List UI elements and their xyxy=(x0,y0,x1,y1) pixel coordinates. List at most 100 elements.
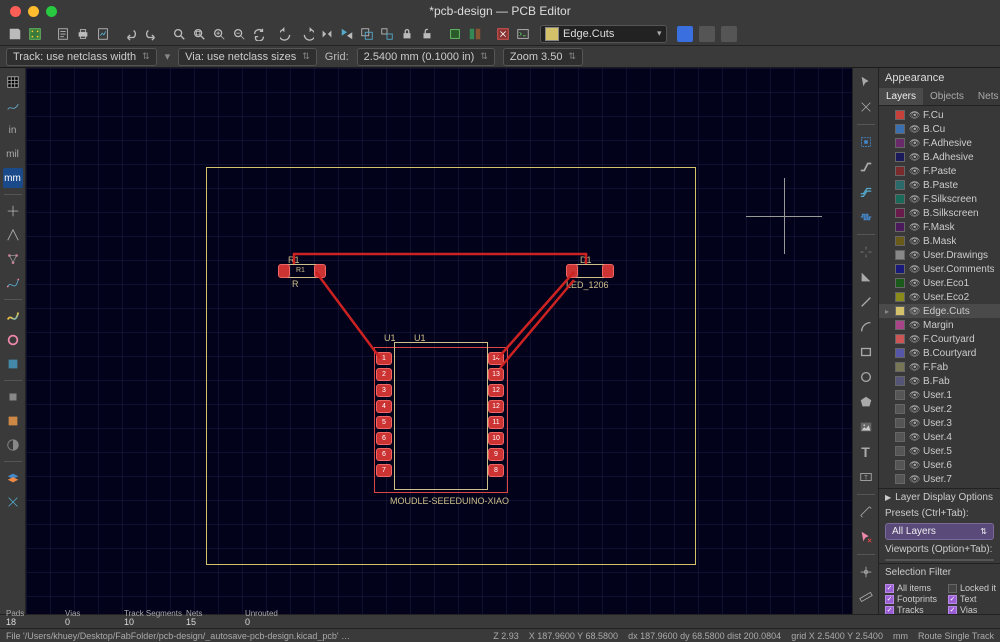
contrast-icon[interactable] xyxy=(3,435,23,455)
layer-row[interactable]: 👁F.Silkscreen xyxy=(879,192,1000,206)
pad-display-icon[interactable] xyxy=(3,387,23,407)
save-icon[interactable] xyxy=(6,25,24,43)
zoom-out-icon[interactable] xyxy=(230,25,248,43)
add-arc-icon[interactable] xyxy=(856,317,876,337)
u1-pad[interactable]: 14 xyxy=(488,352,504,365)
u1-pad[interactable]: 12 xyxy=(488,400,504,413)
place-footprint-icon[interactable] xyxy=(856,132,876,152)
layer-list[interactable]: 👁F.Cu👁B.Cu👁F.Adhesive👁B.Adhesive👁F.Paste… xyxy=(879,106,1000,488)
filter-checkbox[interactable]: Locked it xyxy=(948,583,1000,593)
page-settings-icon[interactable] xyxy=(54,25,72,43)
footprint-editor-icon[interactable] xyxy=(446,25,464,43)
zoom-fit-icon[interactable] xyxy=(190,25,208,43)
layer-row[interactable]: 👁B.Mask xyxy=(879,234,1000,248)
add-rect-icon[interactable] xyxy=(856,342,876,362)
add-text-icon[interactable]: T xyxy=(856,442,876,462)
layer-row[interactable]: 👁User.3 xyxy=(879,416,1000,430)
add-line-icon[interactable] xyxy=(856,292,876,312)
u1-pad[interactable]: 4 xyxy=(376,400,392,413)
layer-row[interactable]: 👁F.Cu xyxy=(879,108,1000,122)
layer-row[interactable]: 👁F.Courtyard xyxy=(879,332,1000,346)
zoom-in-icon[interactable] xyxy=(210,25,228,43)
d1-pad[interactable] xyxy=(602,264,614,278)
tab-nets[interactable]: Nets xyxy=(971,88,1000,105)
layer-row[interactable]: 👁B.Silkscreen xyxy=(879,206,1000,220)
add-dimension-icon[interactable] xyxy=(856,502,876,522)
u1-pad[interactable]: 12 xyxy=(488,384,504,397)
board-setup-icon[interactable] xyxy=(26,25,44,43)
add-circle-icon[interactable] xyxy=(856,367,876,387)
local-ratsnest-icon[interactable] xyxy=(856,97,876,117)
layer-row[interactable]: 👁B.Adhesive xyxy=(879,150,1000,164)
layers-manager-icon[interactable] xyxy=(3,468,23,488)
route-track-icon[interactable] xyxy=(856,157,876,177)
layer-row[interactable]: 👁User.7 xyxy=(879,472,1000,486)
grid-toggle-icon[interactable] xyxy=(3,72,23,92)
layer-row[interactable]: 👁User.2 xyxy=(879,402,1000,416)
filter-checkbox[interactable]: ✓Vias xyxy=(948,605,1000,614)
unlock-icon[interactable] xyxy=(418,25,436,43)
layer-row[interactable]: 👁F.Paste xyxy=(879,164,1000,178)
delete-icon[interactable] xyxy=(856,527,876,547)
presets-select[interactable]: All Layers⇅ xyxy=(885,523,994,540)
layer-row[interactable]: 👁User.4 xyxy=(879,430,1000,444)
via-size-select[interactable]: Via: use netclass sizes⇅ xyxy=(178,48,317,66)
filter-checkbox[interactable]: ✓Text xyxy=(948,594,1000,604)
redo-icon[interactable] xyxy=(142,25,160,43)
route-diff-pair-icon[interactable] xyxy=(856,182,876,202)
drc-icon[interactable] xyxy=(494,25,512,43)
tune-length-icon[interactable] xyxy=(856,207,876,227)
u1-pad[interactable]: 1 xyxy=(376,352,392,365)
u1-pad[interactable]: 3 xyxy=(376,384,392,397)
grid-overrides-icon[interactable] xyxy=(3,96,23,116)
r1-pad[interactable] xyxy=(278,264,290,278)
u1-pad[interactable]: 6 xyxy=(376,448,392,461)
units-mil-button[interactable]: mil xyxy=(3,144,23,164)
zone-display-icon[interactable] xyxy=(3,411,23,431)
u1-pad[interactable]: 7 xyxy=(376,464,392,477)
layer-row[interactable]: 👁B.Cu xyxy=(879,122,1000,136)
track-dropdown-icon[interactable]: ▾ xyxy=(165,50,171,63)
u1-pad[interactable]: 8 xyxy=(488,464,504,477)
viewports-select[interactable] xyxy=(885,559,994,561)
u1-pad[interactable]: 5 xyxy=(376,416,392,429)
units-in-button[interactable]: in xyxy=(3,120,23,140)
via-display-icon[interactable] xyxy=(3,330,23,350)
add-textbox-icon[interactable]: T xyxy=(856,467,876,487)
pcb-canvas[interactable]: R1RD1LED_1206U1U1 R1 1234566714131212111… xyxy=(26,68,852,614)
group-icon[interactable] xyxy=(358,25,376,43)
tab-layers[interactable]: Layers xyxy=(879,88,923,105)
layer-row[interactable]: 👁Margin xyxy=(879,318,1000,332)
layer-row[interactable]: 👁User.5 xyxy=(879,444,1000,458)
rotate-ccw-icon[interactable] xyxy=(278,25,296,43)
minimize-window-button[interactable] xyxy=(28,6,39,17)
layer-row[interactable]: 👁F.Fab xyxy=(879,360,1000,374)
print-icon[interactable] xyxy=(74,25,92,43)
layer-row[interactable]: ▸👁Edge.Cuts xyxy=(879,304,1000,318)
add-polygon-icon[interactable] xyxy=(856,392,876,412)
ratsnest-icon[interactable] xyxy=(3,249,23,269)
active-layer-input[interactable] xyxy=(563,28,653,40)
layer-row[interactable]: 👁User.Comments xyxy=(879,262,1000,276)
set-origin-icon[interactable] xyxy=(856,562,876,582)
layer-row[interactable]: 👁User.6 xyxy=(879,458,1000,472)
scripting-icon[interactable] xyxy=(514,25,532,43)
track-display-icon[interactable] xyxy=(3,354,23,374)
tab-objects[interactable]: Objects xyxy=(923,88,971,105)
units-mm-button[interactable]: mm xyxy=(3,168,23,188)
layer-row[interactable]: 👁User.1 xyxy=(879,388,1000,402)
undo-icon[interactable] xyxy=(122,25,140,43)
layer-row[interactable]: 👁User.Eco1 xyxy=(879,276,1000,290)
track-width-select[interactable]: Track: use netclass width⇅ xyxy=(6,48,157,66)
layer-row[interactable]: 👁B.Fab xyxy=(879,374,1000,388)
layer-row[interactable]: 👁B.Courtyard xyxy=(879,346,1000,360)
show-ratsnest-icon[interactable] xyxy=(699,26,715,42)
layer-row[interactable]: 👁B.Paste xyxy=(879,178,1000,192)
find-icon[interactable] xyxy=(170,25,188,43)
add-image-icon[interactable] xyxy=(856,417,876,437)
filter-checkbox[interactable]: ✓All items xyxy=(885,583,944,593)
layer-row[interactable]: 👁User.Drawings xyxy=(879,248,1000,262)
r1-pad[interactable] xyxy=(314,264,326,278)
cursor-shape-icon[interactable] xyxy=(3,225,23,245)
maximize-window-button[interactable] xyxy=(46,6,57,17)
